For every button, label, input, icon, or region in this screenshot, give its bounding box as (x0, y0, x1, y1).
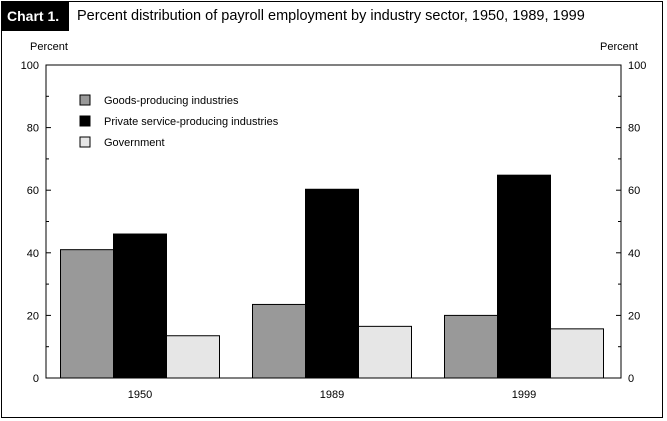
chart-title: Percent distribution of payroll employme… (77, 8, 585, 24)
y-tick-label-right: 40 (628, 248, 640, 260)
y-tick-label-right: 60 (628, 185, 640, 197)
y-tick-label-left: 0 (33, 373, 39, 385)
y-tick-label-left: 80 (27, 123, 39, 135)
x-tick-label: 1999 (512, 389, 536, 401)
bar-1950-series-1 (113, 233, 167, 379)
bar-1999-series-1 (497, 174, 551, 379)
bar-1989-series-0 (252, 303, 306, 379)
chart-number-label: Chart 1. (1, 1, 69, 31)
legend-label: Goods-producing industries (104, 95, 239, 107)
legend-label: Private service-producing industries (104, 116, 279, 128)
bars (60, 174, 604, 379)
y-tick-label-left: 100 (21, 60, 39, 72)
y-tick-label-right: 80 (628, 123, 640, 135)
axes: 0 0 20 20 40 40 60 60 80 80 100 100 Percent Percent 19… (21, 41, 647, 401)
chart-header: Chart 1. Percent distribution of payroll… (1, 1, 663, 31)
y-tick-label-left: 60 (27, 185, 39, 197)
legend-swatch (79, 115, 91, 127)
x-tick-label: 1950 (128, 389, 152, 401)
legend-label: Government (104, 137, 165, 149)
y-tick-label-left: 20 (27, 310, 39, 322)
y-tick-label-right: 20 (628, 310, 640, 322)
x-tick-label: 1989 (320, 389, 344, 401)
legend: Goods-producing industries Private servic… (79, 94, 279, 149)
bar-1950-series-0 (60, 249, 114, 379)
y-tick-label-right: 0 (628, 373, 634, 385)
bar-1950-series-2 (166, 335, 220, 379)
bar-1999-series-2 (550, 328, 604, 379)
legend-swatch (79, 94, 91, 106)
bar-1989-series-2 (358, 325, 412, 379)
y-axis-label-left: Percent (30, 41, 68, 53)
bar-1989-series-1 (305, 188, 359, 379)
y-tick-label-left: 40 (27, 248, 39, 260)
y-tick-label-right: 100 (628, 60, 646, 72)
legend-swatch (79, 136, 91, 148)
bar-1999-series-0 (444, 314, 498, 379)
y-axis-label-right: Percent (600, 41, 638, 53)
